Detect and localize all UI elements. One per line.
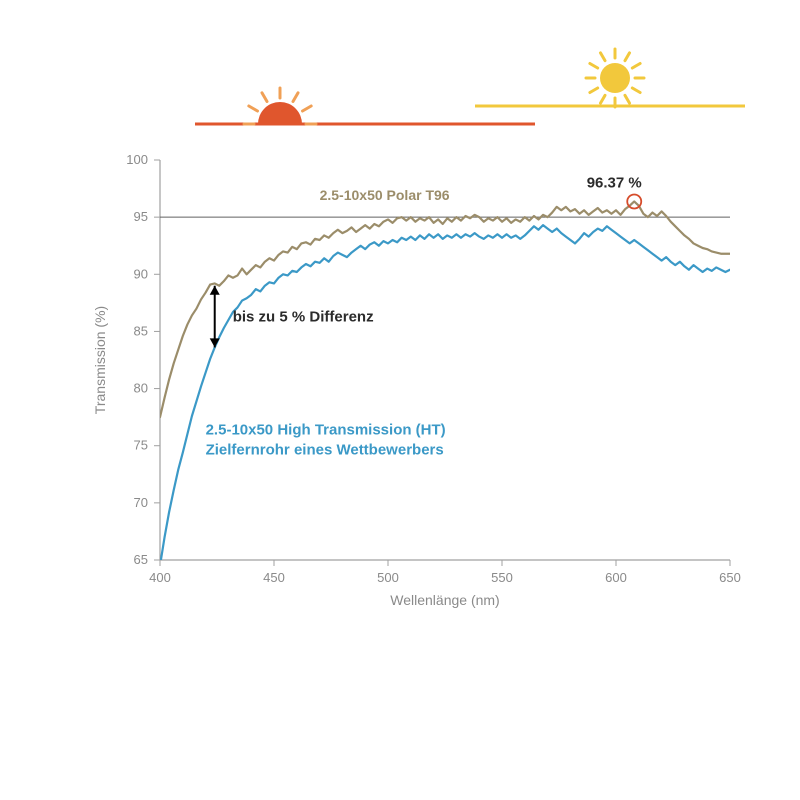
x-axis-label: Wellenlänge (nm) [390, 592, 499, 608]
x-tick-label: 400 [149, 570, 171, 585]
y-tick-label: 85 [134, 323, 148, 338]
peak-marker-label: 96.37 % [587, 174, 642, 191]
x-tick-label: 500 [377, 570, 399, 585]
sun-icon [586, 49, 644, 107]
y-tick-label: 95 [134, 209, 148, 224]
transmission-chart: 400 450 500 550 600 650 65 70 75 80 85 90 95 100 Welle… [50, 120, 750, 620]
x-tick-label: 550 [491, 570, 513, 585]
y-axis-label: Transmission (%) [92, 306, 108, 414]
y-tick-label: 75 [134, 438, 148, 453]
sunset-icon [244, 88, 316, 124]
chart-svg: 400 450 500 550 600 650 65 70 75 80 85 90 95 100 Welle… [50, 120, 750, 620]
y-tick-label: 100 [126, 152, 148, 167]
y-tick-label: 65 [134, 552, 148, 567]
series-label-ht: 2.5-10x50 High Transmission (HT)Zielfern… [206, 421, 446, 458]
diff-arrow-head-up [210, 286, 220, 295]
y-tick-label: 70 [134, 495, 148, 510]
x-tick-label: 450 [263, 570, 285, 585]
diff-arrow-head-down [210, 338, 220, 347]
diff-arrow-label: bis zu 5 % Differenz [233, 309, 374, 326]
x-tick-label: 650 [719, 570, 741, 585]
y-tick-label: 80 [134, 381, 148, 396]
series-competitor-ht [160, 225, 730, 566]
x-tick-label: 600 [605, 570, 627, 585]
y-tick-label: 90 [134, 266, 148, 281]
series-label-polar: 2.5-10x50 Polar T96 [320, 187, 450, 203]
